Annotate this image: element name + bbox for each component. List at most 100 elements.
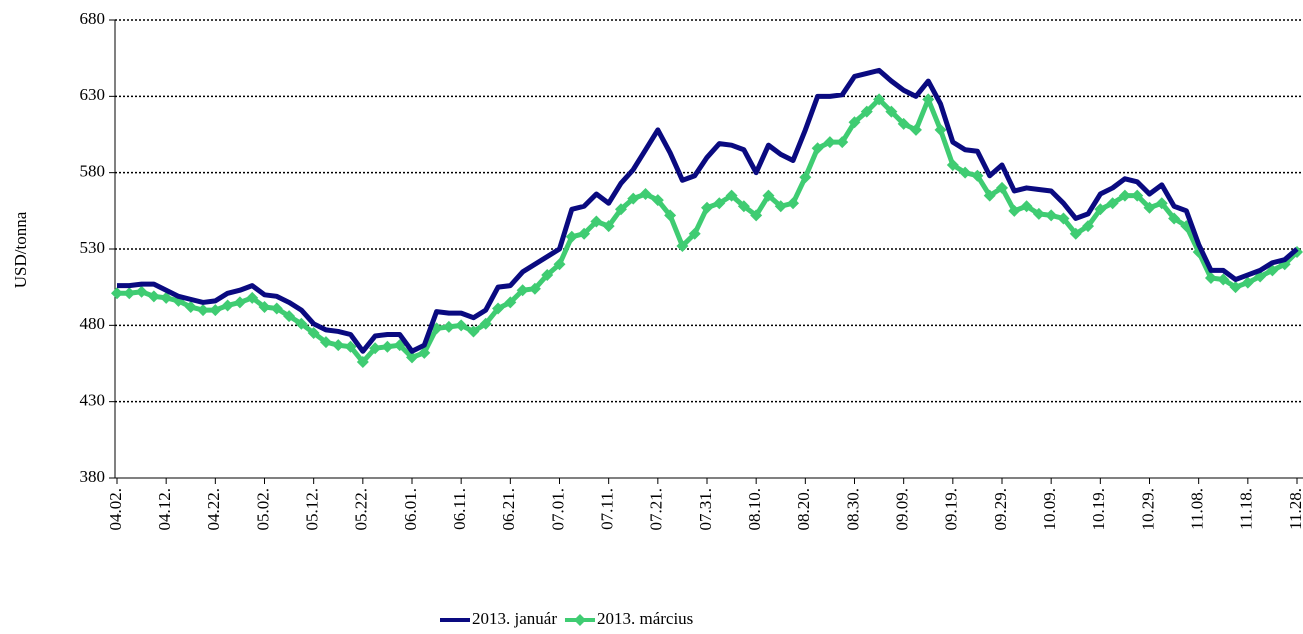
- series-marker: [799, 171, 812, 184]
- series-marker: [307, 326, 320, 339]
- series-marker: [1094, 203, 1107, 216]
- legend-label: 2013. március: [597, 609, 693, 628]
- x-tick-label: 10.09.: [1040, 488, 1059, 531]
- series-marker: [897, 117, 910, 130]
- series-marker: [369, 342, 382, 355]
- series-marker: [209, 304, 222, 317]
- x-tick-label: 06.01.: [401, 488, 420, 531]
- legend-label: 2013. január: [472, 609, 557, 628]
- x-tick-label: 09.19.: [942, 488, 961, 531]
- y-tick-label: 630: [80, 85, 106, 104]
- series-marker: [1204, 272, 1217, 285]
- x-tick-label: 10.19.: [1089, 488, 1108, 531]
- series-marker: [688, 227, 701, 240]
- x-tick-label: 08.10.: [745, 488, 764, 531]
- series-marker: [319, 336, 332, 349]
- series-marker: [1143, 201, 1156, 214]
- x-tick-label: 06.21.: [499, 488, 518, 530]
- series-marker: [184, 301, 197, 314]
- x-tick-label: 09.29.: [991, 488, 1010, 531]
- series-marker: [467, 325, 480, 338]
- x-tick-label: 05.22.: [352, 488, 371, 531]
- series-marker: [737, 200, 750, 213]
- series-marker: [1082, 220, 1095, 233]
- x-tick-label: 07.11.: [598, 488, 617, 530]
- y-tick-label: 680: [80, 9, 106, 28]
- series-marker: [1118, 189, 1131, 202]
- series-marker: [996, 181, 1008, 194]
- series-marker: [909, 123, 922, 136]
- series-marker: [959, 166, 972, 179]
- y-tick-label: 530: [80, 238, 106, 257]
- x-tick-label: 07.01.: [548, 488, 567, 531]
- series-marker: [356, 355, 369, 368]
- series-marker: [553, 258, 566, 271]
- x-tick-label: 08.30.: [843, 488, 862, 531]
- series-marker: [627, 192, 640, 205]
- x-tick-label: 11.18.: [1237, 488, 1256, 530]
- series-marker: [504, 296, 517, 309]
- y-axis-label: USD/tonna: [11, 211, 30, 288]
- series-marker: [836, 136, 849, 149]
- series-marker: [590, 215, 603, 228]
- series-marker: [295, 317, 308, 330]
- x-tick-label: 11.08.: [1188, 488, 1207, 530]
- series-marker: [787, 197, 800, 210]
- series-marker: [479, 317, 492, 330]
- series-marker: [946, 159, 959, 172]
- series-marker: [1008, 204, 1021, 217]
- legend-marker: [573, 614, 586, 626]
- series-marker: [578, 227, 591, 240]
- series-marker: [1069, 227, 1082, 240]
- series-marker: [270, 302, 283, 315]
- series-marker: [406, 351, 418, 364]
- series-marker: [455, 319, 468, 332]
- series-marker: [258, 301, 271, 314]
- series-marker: [344, 340, 357, 353]
- series-marker: [664, 209, 677, 222]
- series-marker: [811, 142, 824, 155]
- series-marker: [602, 220, 615, 233]
- series-marker: [1020, 200, 1033, 213]
- x-tick-label: 08.20.: [794, 488, 813, 531]
- series-marker: [221, 299, 234, 312]
- series-marker: [442, 320, 455, 333]
- y-tick-label: 580: [80, 162, 106, 181]
- series-marker: [1229, 281, 1242, 294]
- x-tick-label: 07.21.: [647, 488, 666, 531]
- series-marker: [1217, 273, 1230, 286]
- x-tick-label: 07.31.: [696, 488, 715, 531]
- series-marker: [1057, 212, 1070, 225]
- x-tick-label: 05.02.: [253, 488, 272, 531]
- series-marker: [147, 290, 160, 303]
- series-marker: [197, 304, 210, 317]
- series-marker: [750, 209, 763, 222]
- series-marker: [1241, 276, 1254, 289]
- series-marker: [651, 194, 664, 207]
- x-tick-label: 04.22.: [204, 488, 223, 531]
- series-marker: [1032, 207, 1045, 220]
- series-marker: [762, 189, 775, 202]
- series-marker: [725, 189, 738, 202]
- series-marker: [111, 287, 123, 300]
- series-marker: [885, 105, 898, 118]
- series-marker: [123, 287, 136, 300]
- series-line: [117, 96, 1299, 365]
- series-marker: [860, 105, 873, 118]
- series-marker: [283, 310, 296, 323]
- series-marker: [160, 291, 173, 304]
- series-marker: [983, 189, 996, 202]
- y-tick-label: 430: [80, 391, 106, 410]
- series-marker: [541, 268, 554, 281]
- y-tick-label: 380: [80, 467, 106, 486]
- series-marker: [774, 200, 787, 213]
- series-marker: [565, 230, 578, 243]
- series-marker: [676, 239, 689, 252]
- x-tick-label: 06.11.: [450, 488, 469, 530]
- series-marker: [418, 346, 431, 359]
- series-marker: [492, 302, 505, 315]
- x-tick-label: 10.29.: [1138, 488, 1157, 531]
- series-marker: [713, 197, 726, 210]
- series-marker: [873, 93, 886, 106]
